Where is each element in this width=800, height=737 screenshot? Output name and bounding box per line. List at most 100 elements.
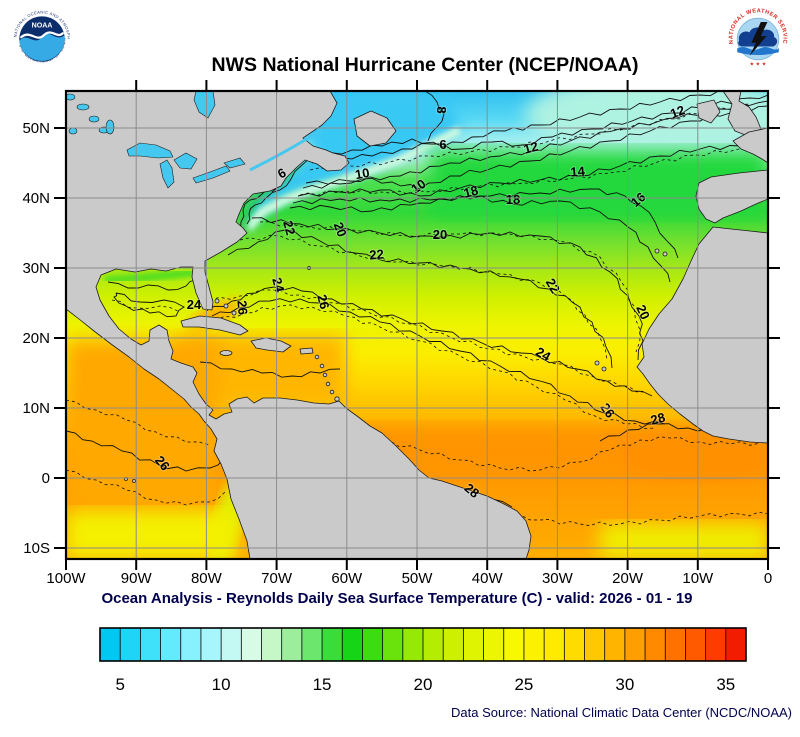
y-tick-label: 10S [23,540,50,557]
colorbar-cell [443,628,464,661]
contour-line [107,279,197,291]
puerto-rico [299,347,314,355]
contour-line [311,94,768,164]
gulf-of-guinea-warm [620,430,768,480]
contour-value-label: 20 [633,302,653,321]
contour-value-label: 14 [570,163,586,179]
contour-value-label: 20 [433,227,447,242]
contour-line-dashed [299,146,768,196]
map-caption: Ocean Analysis - Reynolds Daily Sea Surf… [101,590,693,607]
colorbar-cell [322,628,343,661]
colorbar-cell [160,628,182,661]
contour-value-label: 20 [331,220,350,239]
y-tick-label: 50N [22,120,50,137]
y-tick-label: 10N [22,400,50,417]
colorbar-cell [705,628,727,661]
contour-value-label: 12 [668,102,687,121]
colorbar-cell [362,628,384,661]
colorbar-tick-label: 5 [115,675,124,694]
colorbar-cell [523,628,545,661]
contour-line [205,286,653,397]
colorbar-tick-label: 30 [615,675,634,694]
contour-value-label: 18 [506,192,520,207]
page-title: NWS National Hurricane Center (NCEP/NOAA… [211,54,639,76]
x-tick-label: 90W [121,570,153,587]
colorbar-tick-label: 35 [716,675,735,694]
colorbar-border [99,627,747,662]
ireland [696,99,721,124]
colorbar-cell [200,628,222,661]
noaa-seagull-icon [20,31,64,39]
lake-erie [192,165,231,184]
contour-line [302,105,768,190]
contour-line [66,430,225,472]
contour-line [424,91,445,142]
colorbar-tick-label: 20 [414,675,433,694]
lake-michigan [159,159,175,189]
contour-line-dashed [209,289,646,393]
colorbar-cell [503,628,525,661]
contour-line-dashed [66,469,226,506]
colorbar-cell [544,628,565,661]
colorbar-cell [241,628,262,661]
contour-line-dashed [111,299,181,313]
y-tick-label: 30N [22,260,50,277]
contour-line [246,153,311,225]
contour-line [289,195,671,283]
map-frame [64,89,770,561]
iberia [695,169,768,224]
colorbar-cell [100,628,121,661]
nws-logo: NATIONAL WEATHER SERVICE ★ ★ ★ [724,5,791,72]
contour-value-label: 12 [522,139,540,157]
contour-value-label: 28 [649,410,667,428]
colorbar-cell [423,628,444,661]
colorbar-cell [604,628,626,661]
colorbar-cell [463,628,485,661]
noaa-acronym: NOAA [32,22,53,30]
americas-land [66,91,532,559]
colorbar-cell [342,628,363,661]
contour-value-label: 22 [369,246,385,262]
x-tick-label: 100W [46,570,86,587]
colorbar-cell [685,628,707,661]
colorbar-cell [584,628,606,661]
x-tick-label: 20W [612,570,644,587]
contour-value-label: 24 [269,276,287,295]
jamaica [219,350,233,356]
colorbar-cell [120,628,141,661]
x-tick-label: 50W [402,570,434,587]
contour-value-label: 26 [234,300,250,316]
y-tick-label: 20N [22,330,50,347]
lake-ontario [223,157,246,169]
lakes [66,91,323,189]
colorbar-cell [221,628,242,661]
contour-value-label: 6 [439,137,446,152]
y-tick-label: 40N [22,190,50,207]
temperature-colorbar: 5 10 15 20 25 30 35 [99,627,747,694]
colorbar-cell [301,628,323,661]
nws-lightning-icon [749,22,768,56]
small-islands [124,248,668,483]
se-yellow-region [600,523,768,559]
x-tick-label: 60W [331,570,363,587]
sw-yellow-region [66,510,236,559]
colorbar-cell [140,628,162,661]
contour-value-label: 18 [462,183,480,201]
contour-value-label: 10 [354,165,371,182]
landmasses [66,91,768,559]
contour-line [211,298,666,425]
africa [636,226,768,444]
colorbar-cell [645,628,666,661]
x-tick-label: 80W [191,570,223,587]
contour-value-label: 24 [187,297,202,312]
colorbar-cell [281,628,303,661]
map-axes: 100W 90W 80W 70W 60W 50W 40W 30W 20W 10W 0 50N 40N 30… [22,80,780,587]
contour-line [199,361,341,378]
x-tick-label: 40W [472,570,504,587]
x-tick-label: 70W [261,570,293,587]
x-tick-label: 0 [764,570,772,587]
shelf-water-band [244,125,463,231]
